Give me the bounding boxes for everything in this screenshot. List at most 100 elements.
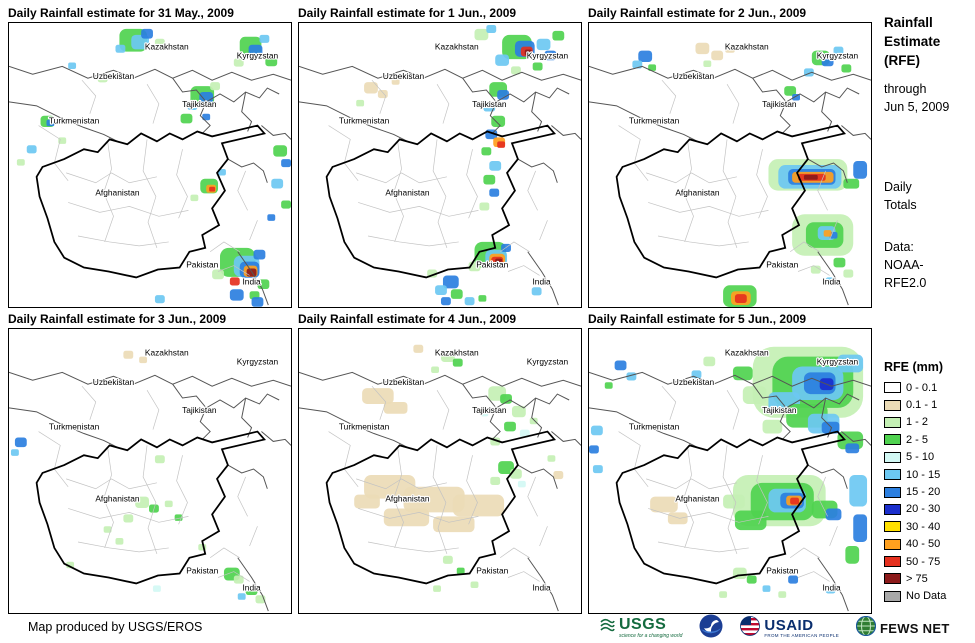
svg-text:Turkmenistan: Turkmenistan <box>629 422 680 432</box>
panel-title: Daily Rainfall estimate for 5 Jun., 2009 <box>588 312 807 326</box>
map-canvas: Kazakhstan Kyrgyzstan Uzbekistan Tajikistan… <box>588 328 872 614</box>
svg-text:India: India <box>532 276 551 286</box>
credit-text: Map produced by USGS/EROS <box>28 620 203 634</box>
legend-item: 5 - 10 <box>884 449 946 466</box>
afghanistan-border <box>325 430 557 585</box>
map-panel-2: Daily Rainfall estimate for 1 Jun., 2009… <box>298 6 582 308</box>
map-canvas: Kazakhstan Kyrgyzstan Uzbekistan Tajikistan… <box>8 22 292 308</box>
legend-item: 0.1 - 1 <box>884 396 946 413</box>
svg-text:Turkmenistan: Turkmenistan <box>339 422 390 432</box>
svg-text:Kazakhstan: Kazakhstan <box>145 348 189 358</box>
panel-title: Daily Rainfall estimate for 4 Jun., 2009 <box>298 312 517 326</box>
svg-text:Kazakhstan: Kazakhstan <box>145 42 189 52</box>
svg-text:Uzbekistan: Uzbekistan <box>383 377 425 387</box>
map-panel-1: Daily Rainfall estimate for 31 May., 200… <box>8 6 292 308</box>
sidebar-title: Rainfall Estimate (RFE) <box>884 15 941 68</box>
legend-title: RFE (mm) <box>884 360 944 374</box>
legend-swatch <box>884 469 901 481</box>
legend-item: 0 - 0.1 <box>884 379 946 396</box>
panel-title: Daily Rainfall estimate for 31 May., 200… <box>8 6 234 20</box>
country-labels: Kazakhstan Kyrgyzstan Uzbekistan Tajikistan… <box>628 346 860 593</box>
map-canvas: Kazakhstan Kyrgyzstan Uzbekistan Tajikistan… <box>588 22 872 308</box>
fewsnet-globe-icon <box>855 615 877 641</box>
usgs-logo: USGS science for a changing world <box>600 617 682 640</box>
country-labels: Kazakhstan Kyrgyzstan Uzbekistan Tajikistan… <box>628 40 860 287</box>
legend-item: 15 - 20 <box>884 483 946 500</box>
footer: Map produced by USGS/EROS USGS science f… <box>0 614 975 642</box>
svg-text:Pakistan: Pakistan <box>766 260 798 270</box>
province-borders <box>38 385 258 582</box>
afghanistan-border <box>615 124 847 279</box>
sidebar-subtitle: through Jun 5, 2009 <box>884 82 950 115</box>
legend-swatch <box>884 416 901 428</box>
svg-text:Kyrgyzstan: Kyrgyzstan <box>527 50 569 60</box>
legend-label: 30 - 40 <box>906 520 941 533</box>
legend-swatch <box>884 451 901 463</box>
legend-label: No Data <box>906 590 947 603</box>
legend-label: 15 - 20 <box>906 486 941 499</box>
usgs-tagline: science for a changing world <box>619 633 683 639</box>
svg-text:Afghanistan: Afghanistan <box>675 494 720 504</box>
svg-text:Uzbekistan: Uzbekistan <box>93 377 135 387</box>
svg-text:Tajikistan: Tajikistan <box>182 99 217 109</box>
legend-item: 20 - 30 <box>884 501 946 518</box>
svg-text:Kyrgyzstan: Kyrgyzstan <box>237 356 279 366</box>
svg-text:India: India <box>242 276 261 286</box>
svg-text:Kazakhstan: Kazakhstan <box>725 348 769 358</box>
svg-text:Tajikistan: Tajikistan <box>762 405 797 415</box>
province-borders <box>38 79 258 276</box>
svg-text:Uzbekistan: Uzbekistan <box>673 377 715 387</box>
svg-text:Kazakhstan: Kazakhstan <box>435 42 479 52</box>
map-canvas: Kazakhstan Kyrgyzstan Uzbekistan Tajikistan… <box>298 22 582 308</box>
country-borders <box>299 371 581 612</box>
country-borders <box>299 65 581 306</box>
legend-label: > 75 <box>906 572 928 585</box>
svg-text:India: India <box>242 582 261 592</box>
legend-swatch <box>884 573 901 585</box>
province-borders <box>328 385 548 582</box>
svg-text:India: India <box>822 276 841 286</box>
country-labels: Kazakhstan Kyrgyzstan Uzbekistan Tajikistan… <box>338 40 570 287</box>
country-borders <box>9 65 291 306</box>
panel-title: Daily Rainfall estimate for 1 Jun., 2009 <box>298 6 517 20</box>
afghanistan-border <box>35 124 267 279</box>
svg-text:Pakistan: Pakistan <box>186 260 218 270</box>
svg-text:Tajikistan: Tajikistan <box>472 99 507 109</box>
svg-text:Tajikistan: Tajikistan <box>762 99 797 109</box>
legend-swatch <box>884 382 901 394</box>
legend-item: 1 - 2 <box>884 414 946 431</box>
legend-label: 1 - 2 <box>906 416 929 429</box>
province-borders <box>328 79 548 276</box>
svg-text:Afghanistan: Afghanistan <box>675 188 720 198</box>
legend-label: 2 - 5 <box>906 433 929 446</box>
panel-title: Daily Rainfall estimate for 2 Jun., 2009 <box>588 6 807 20</box>
panel-title: Daily Rainfall estimate for 3 Jun., 2009 <box>8 312 227 326</box>
svg-text:Tajikistan: Tajikistan <box>472 405 507 415</box>
legend-swatch <box>884 486 901 498</box>
legend-label: 0.1 - 1 <box>906 399 938 412</box>
map-canvas: Kazakhstan Kyrgyzstan Uzbekistan Tajikistan… <box>8 328 292 614</box>
map-canvas: Kazakhstan Kyrgyzstan Uzbekistan Tajikistan… <box>298 328 582 614</box>
svg-text:India: India <box>822 582 841 592</box>
country-borders <box>589 371 871 612</box>
country-labels: Kazakhstan Kyrgyzstan Uzbekistan Tajikistan… <box>338 346 570 593</box>
legend-label: 5 - 10 <box>906 451 935 464</box>
svg-text:Afghanistan: Afghanistan <box>385 188 430 198</box>
map-panel-6: Daily Rainfall estimate for 5 Jun., 2009… <box>588 312 872 614</box>
rain-cells <box>10 350 266 604</box>
usaid-tagline: FROM THE AMERICAN PEOPLE <box>764 632 840 638</box>
svg-text:Kyrgyzstan: Kyrgyzstan <box>817 50 859 60</box>
svg-text:Tajikistan: Tajikistan <box>182 405 217 415</box>
legend-swatch <box>884 521 901 533</box>
usaid-flag-icon <box>740 615 761 641</box>
svg-text:Uzbekistan: Uzbekistan <box>673 71 715 81</box>
usaid-wordmark: USAID <box>764 616 814 634</box>
country-borders <box>589 65 871 306</box>
rain-cells <box>632 42 868 307</box>
country-labels: Kazakhstan Kyrgyzstan Uzbekistan Tajikistan… <box>48 346 280 593</box>
svg-text:Afghanistan: Afghanistan <box>95 188 140 198</box>
legend-item: 30 - 40 <box>884 518 946 535</box>
legend-item: No Data <box>884 588 946 605</box>
svg-text:Pakistan: Pakistan <box>766 566 798 576</box>
province-borders <box>618 385 838 582</box>
